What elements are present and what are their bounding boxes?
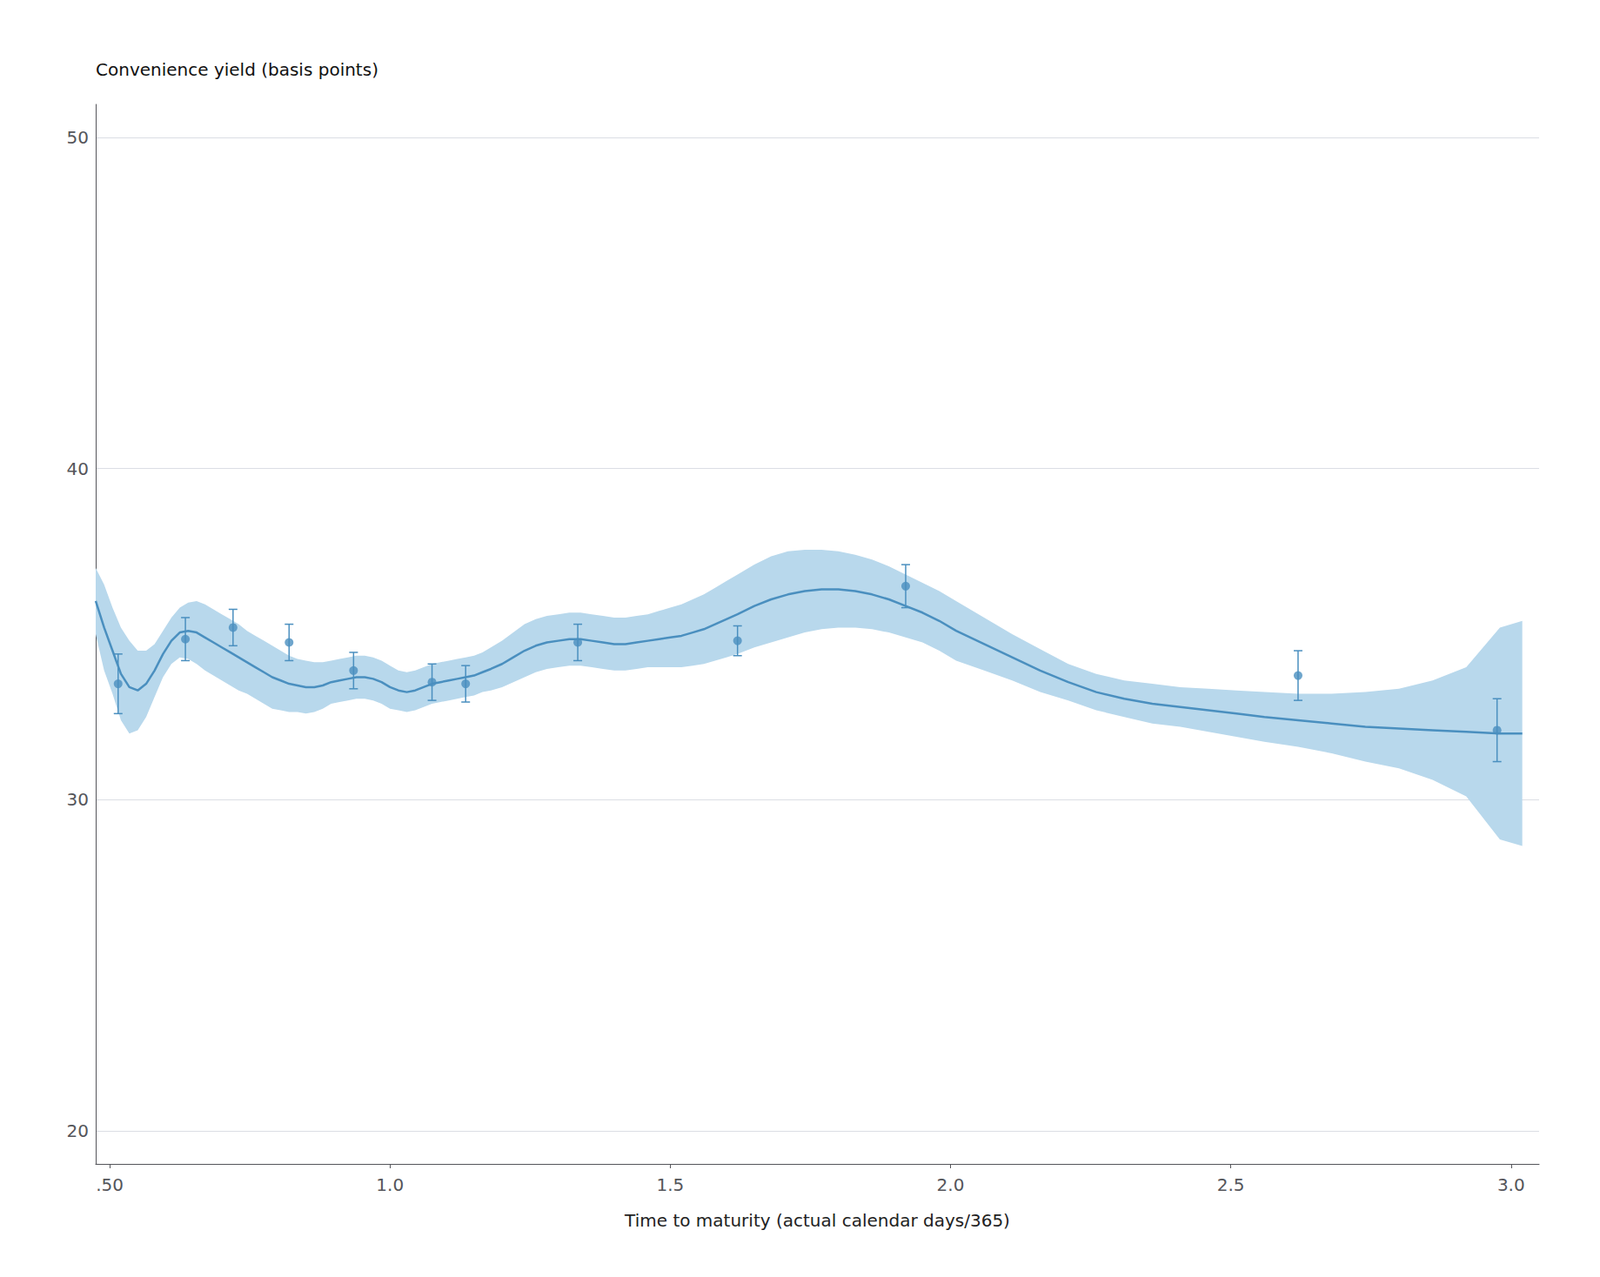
svg-text:1.5: 1.5: [656, 1174, 684, 1196]
svg-text:30: 30: [66, 789, 89, 811]
svg-text:40: 40: [66, 458, 89, 480]
svg-text:20: 20: [66, 1120, 89, 1142]
svg-text:.50: .50: [95, 1174, 124, 1196]
svg-text:Convenience yield (basis point: Convenience yield (basis points): [95, 59, 379, 81]
svg-text:50: 50: [66, 127, 89, 148]
svg-text:2.5: 2.5: [1217, 1174, 1246, 1196]
svg-text:Time to maturity (actual calen: Time to maturity (actual calendar days/3…: [623, 1210, 1011, 1232]
svg-text:2.0: 2.0: [937, 1174, 965, 1196]
svg-text:3.0: 3.0: [1497, 1174, 1526, 1196]
svg-text:1.0: 1.0: [375, 1174, 404, 1196]
